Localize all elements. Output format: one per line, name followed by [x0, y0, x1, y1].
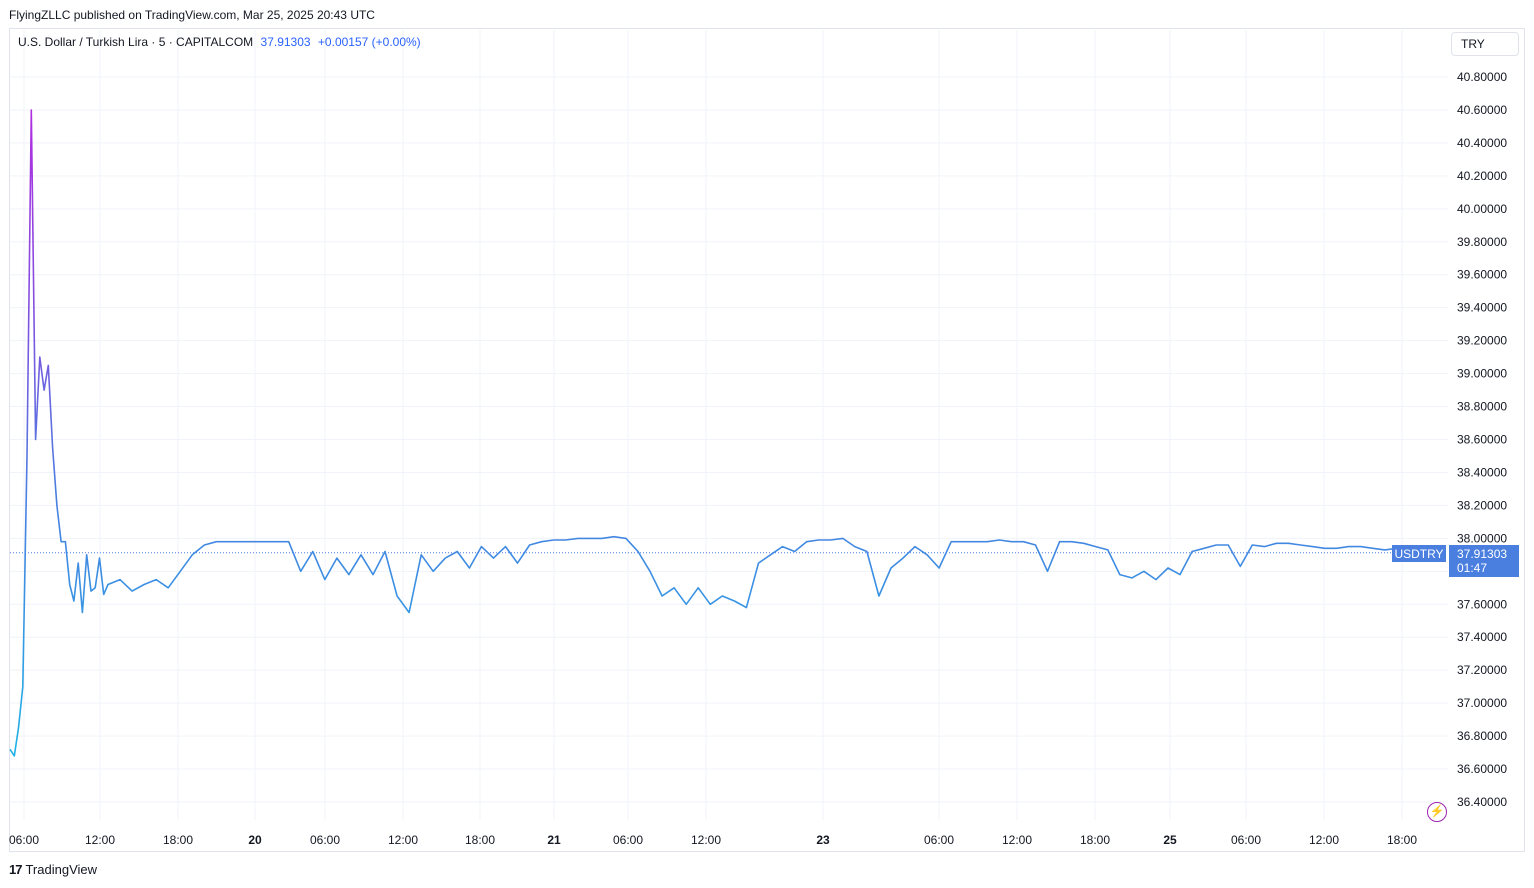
x-tick-label: 12:00 [1002, 833, 1032, 847]
y-tick-label: 38.40000 [1457, 465, 1507, 479]
y-tick-label: 39.60000 [1457, 268, 1507, 282]
tradingview-brand: TradingView [25, 862, 98, 877]
y-tick-label: 38.80000 [1457, 400, 1507, 414]
legend-change: +0.00157 (+0.00%) [317, 35, 421, 49]
y-tick-label: 37.60000 [1457, 597, 1507, 611]
y-tick-label: 40.60000 [1457, 103, 1507, 117]
y-tick-label: 39.00000 [1457, 367, 1507, 381]
y-tick-label: 40.40000 [1457, 136, 1507, 150]
x-tick-label: 25 [1163, 833, 1177, 847]
currency-button[interactable]: TRY [1451, 32, 1519, 56]
price-tag-value: 37.91303 [1457, 547, 1507, 561]
y-tick-label: 37.40000 [1457, 630, 1507, 644]
price-tag-countdown: 01:47 [1457, 561, 1487, 575]
x-tick-label: 18:00 [1080, 833, 1110, 847]
y-tick-label: 37.20000 [1457, 663, 1507, 677]
x-tick-label: 12:00 [388, 833, 418, 847]
x-tick-label: 20 [248, 833, 262, 847]
x-tick-label: 23 [816, 833, 830, 847]
tradingview-logo-icon: 17 [9, 862, 23, 877]
price-tag: USDTRY 37.91303 01:47 [1392, 545, 1519, 577]
publish-header: FlyingZLLC published on TradingView.com,… [9, 8, 375, 22]
legend-symbol: U.S. Dollar / Turkish Lira · 5 · CAPITAL… [18, 35, 254, 49]
y-tick-label: 36.60000 [1457, 762, 1507, 776]
usdtry-line [9, 109, 1434, 757]
x-axis: 06:00 12:00 18:00 20 06:00 12:00 18:00 21 06:00 1… [9, 833, 1417, 847]
x-tick-label: 06:00 [924, 833, 954, 847]
y-tick-label: 38.20000 [1457, 498, 1507, 512]
x-tick-label: 06:00 [9, 833, 39, 847]
x-tick-label: 06:00 [1231, 833, 1261, 847]
x-tick-label: 18:00 [163, 833, 193, 847]
y-tick-label: 36.80000 [1457, 729, 1507, 743]
y-tick-label: 38.60000 [1457, 433, 1507, 447]
price-tag-ticker: USDTRY [1394, 547, 1443, 561]
x-tick-label: 21 [547, 833, 561, 847]
x-tick-label: 18:00 [1387, 833, 1417, 847]
tradingview-footer[interactable]: 17 TradingView [9, 862, 97, 877]
x-tick-label: 18:00 [465, 833, 495, 847]
y-tick-label: 40.20000 [1457, 169, 1507, 183]
y-tick-label: 37.00000 [1457, 696, 1507, 710]
y-tick-label: 39.40000 [1457, 301, 1507, 315]
lightning-icon[interactable]: ⚡ [1427, 802, 1447, 822]
y-tick-label: 39.20000 [1457, 334, 1507, 348]
legend-value: 37.91303 [260, 35, 311, 49]
grid-lines [10, 30, 1448, 820]
x-tick-label: 06:00 [613, 833, 643, 847]
y-tick-label: 40.80000 [1457, 70, 1507, 84]
y-tick-label: 38.00000 [1457, 531, 1507, 545]
symbol-legend[interactable]: U.S. Dollar / Turkish Lira · 5 · CAPITAL… [18, 35, 421, 49]
y-tick-label: 39.80000 [1457, 235, 1507, 249]
y-tick-label: 36.40000 [1457, 795, 1507, 809]
y-axis: 40.80000 40.60000 40.40000 40.20000 40.00000… [1457, 70, 1507, 809]
y-tick-label: 40.00000 [1457, 202, 1507, 216]
x-tick-label: 12:00 [1309, 833, 1339, 847]
x-tick-label: 12:00 [691, 833, 721, 847]
chart-frame [9, 28, 1525, 852]
x-tick-label: 12:00 [85, 833, 115, 847]
x-tick-label: 06:00 [310, 833, 340, 847]
